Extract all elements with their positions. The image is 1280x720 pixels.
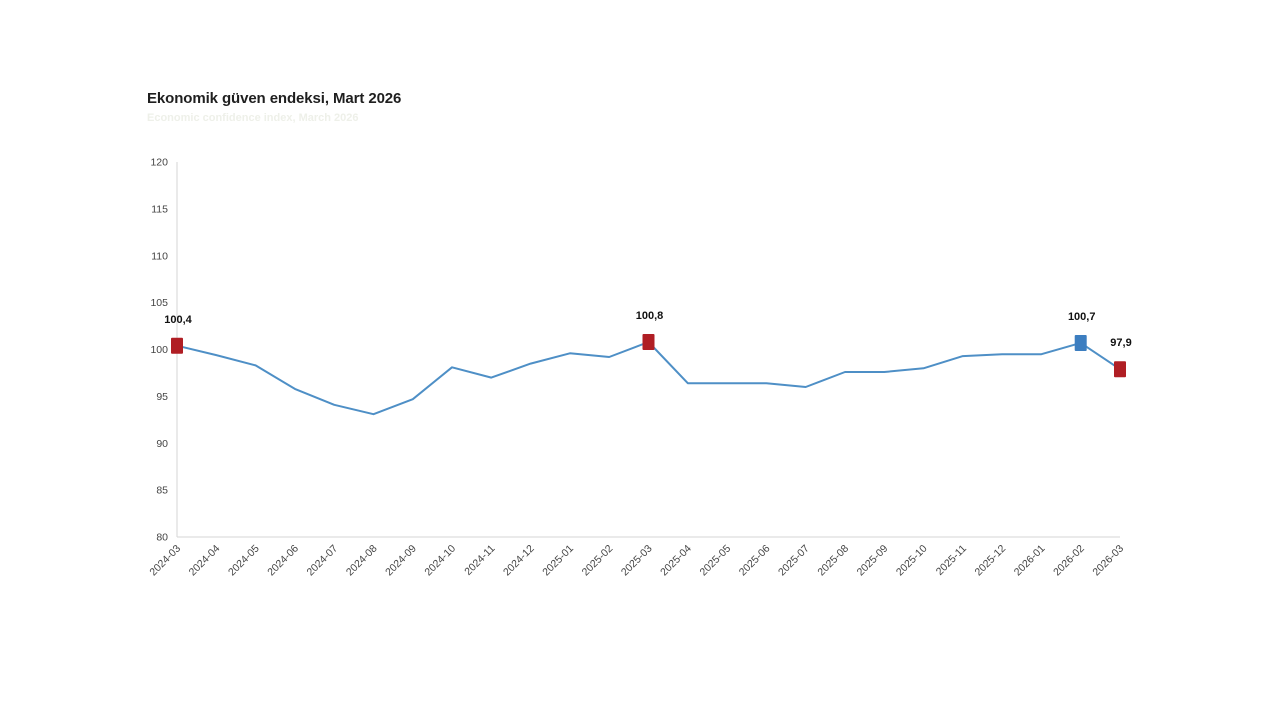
x-axis-tick-label: 2025-07 — [776, 543, 812, 579]
x-axis-tick-label: 2025-08 — [815, 543, 851, 579]
x-axis-tick-label: 2025-10 — [894, 543, 930, 579]
x-axis-tick-label: 2024-07 — [305, 543, 341, 579]
x-axis-tick-label: 2025-03 — [619, 543, 655, 579]
x-axis-tick-label: 2024-12 — [501, 543, 537, 579]
x-axis-tick-label: 2025-06 — [737, 543, 773, 579]
x-axis-tick-label: 2026-03 — [1090, 543, 1126, 579]
y-axis-tick-label: 95 — [156, 391, 168, 403]
x-axis-tick-label: 2024-03 — [147, 543, 183, 579]
y-axis-tick-label: 100 — [150, 344, 168, 356]
data-point-marker-2026-03 — [1114, 361, 1126, 378]
data-point-marker-2025-03 — [642, 334, 655, 350]
data-point-label-2024-03: 100,4 — [164, 314, 192, 326]
x-axis-tick-label: 2024-08 — [344, 543, 380, 579]
series-line — [176, 341, 1121, 416]
x-axis-tick-label: 2024-05 — [226, 543, 262, 579]
data-point-label-2026-02: 100,7 — [1068, 311, 1096, 323]
x-axis-tick-label: 2025-11 — [934, 543, 969, 578]
x-axis-tick-label: 2025-12 — [973, 543, 1009, 579]
x-axis-tick-label: 2024-11 — [462, 543, 497, 578]
data-point-marker-2026-02 — [1074, 334, 1087, 351]
x-axis-tick-label: 2025-04 — [658, 543, 694, 579]
x-axis-tick-label: 2025-05 — [697, 543, 733, 579]
y-axis-tick-label: 110 — [151, 250, 168, 262]
y-axis-tick-label: 80 — [156, 532, 168, 544]
x-axis-tick-label: 2026-01 — [1012, 543, 1048, 579]
y-axis-tick-label: 85 — [156, 485, 168, 497]
x-axis-tick-label: 2025-02 — [580, 543, 616, 579]
x-axis-tick-label: 2024-06 — [265, 543, 301, 579]
x-axis-tick-label: 2025-09 — [855, 543, 891, 579]
y-axis-tick-label: 120 — [150, 157, 168, 169]
data-point-marker-2024-03 — [171, 337, 183, 354]
chart-subtitle: Economic confidence index, March 2026 — [147, 112, 359, 124]
x-axis-tick-label: 2024-04 — [187, 543, 223, 579]
chart-title: Ekonomik güven endeksi, Mart 2026 — [147, 90, 402, 107]
x-axis-tick-label: 2024-10 — [422, 543, 458, 579]
x-axis-tick-label: 2024-09 — [383, 543, 419, 579]
data-point-label-2025-03: 100,8 — [636, 310, 664, 322]
y-axis-tick-label: 115 — [151, 203, 168, 215]
x-axis-tick-label: 2026-02 — [1051, 543, 1087, 579]
data-point-label-2026-03: 97,9 — [1110, 337, 1131, 349]
y-axis-tick-label: 90 — [156, 438, 168, 450]
x-axis-tick-label: 2025-01 — [540, 543, 576, 579]
y-axis-tick-label: 105 — [150, 297, 168, 309]
